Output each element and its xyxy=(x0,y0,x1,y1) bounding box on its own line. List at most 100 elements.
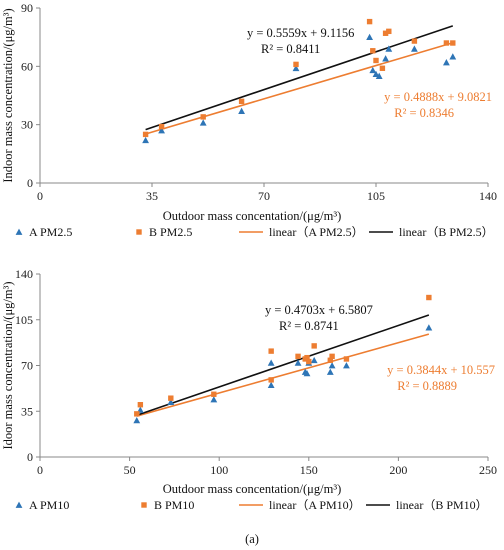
point-a xyxy=(425,324,433,331)
x-tick-label: 140 xyxy=(479,189,497,203)
point-b xyxy=(327,357,334,363)
point-b xyxy=(411,38,418,44)
point-a xyxy=(449,53,457,60)
point-a xyxy=(199,119,207,126)
legend-marker-b xyxy=(141,502,147,508)
point-a xyxy=(142,136,149,144)
x-tick-label: 0 xyxy=(37,463,43,477)
legend-marker-a xyxy=(15,501,23,508)
trend-equation: y = 0.4888x + 9.0821 xyxy=(384,90,492,104)
point-a xyxy=(372,70,380,78)
point-a xyxy=(158,127,165,134)
trend-r2: R² = 0.8889 xyxy=(397,379,457,393)
trend-equation: y = 0.5559x + 9.1156 xyxy=(247,26,354,40)
legend-label: linear（B PM2.5） xyxy=(399,225,494,239)
point-b xyxy=(304,354,310,361)
point-a xyxy=(326,368,334,375)
x-tick-label: 150 xyxy=(300,463,318,477)
trendline-b xyxy=(145,25,454,131)
x-axis-label: Outdoor mass concentation/(μg/m³) xyxy=(163,482,341,496)
point-a xyxy=(303,369,311,377)
legend-label: linear（A PM10） xyxy=(269,498,361,512)
point-b xyxy=(268,348,274,354)
legend: A PM2.5 B PM2.5 linear（A PM2.5） linear（B PM… xyxy=(15,225,494,239)
trend-equation: y = 0.4703x + 6.5807 xyxy=(265,303,373,317)
y-tick-label: 90 xyxy=(21,1,33,15)
point-b xyxy=(142,131,149,138)
y-tick-label: 70 xyxy=(21,359,33,373)
legend-label: linear（B PM10） xyxy=(396,498,488,512)
x-tick-label: 100 xyxy=(210,463,228,477)
point-a xyxy=(443,59,450,66)
point-b xyxy=(200,114,206,120)
point-b xyxy=(158,123,165,130)
point-b xyxy=(168,395,174,401)
x-tick-label: 250 xyxy=(479,463,497,477)
trend-equation: y = 0.3844x + 10.557 xyxy=(387,363,495,377)
x-tick-label: 0 xyxy=(37,189,43,203)
y-axis-label: Idoor mass concentration/(μg/m³) xyxy=(1,281,15,449)
trendline-b xyxy=(136,314,430,416)
point-a xyxy=(292,64,300,72)
point-b xyxy=(134,411,140,417)
point-b xyxy=(386,28,392,35)
legend-label: linear（A PM2.5） xyxy=(269,225,364,239)
point-b xyxy=(343,356,350,362)
point-b xyxy=(443,40,450,46)
trend-r2: R² = 0.8346 xyxy=(394,106,454,120)
point-b xyxy=(426,294,432,301)
y-tick-label: 0 xyxy=(27,450,33,464)
point-b xyxy=(306,358,312,365)
y-tick-label: 105 xyxy=(15,313,33,327)
x-axis-label: Outdoor mass concentation/(μg/m³) xyxy=(163,209,341,223)
point-a xyxy=(267,381,275,388)
legend-marker-b xyxy=(136,229,142,235)
legend-label: A PM10 xyxy=(29,498,69,512)
x-tick-label: 35 xyxy=(146,189,158,203)
legend-label: A PM2.5 xyxy=(29,225,72,239)
legend-marker-a xyxy=(15,228,23,235)
point-a xyxy=(375,72,383,79)
point-b xyxy=(379,65,386,71)
chart-1: 0 35 70 105 140 0 30 60 90 Outdoor mass concentat… xyxy=(1,1,497,239)
point-b xyxy=(295,353,301,360)
point-a xyxy=(238,107,245,114)
point-b xyxy=(366,18,373,25)
point-b xyxy=(211,391,217,397)
point-a xyxy=(310,356,318,364)
x-tick-label: 105 xyxy=(367,189,385,203)
point-a xyxy=(369,66,377,74)
point-a xyxy=(294,359,302,366)
y-axis-label: Indoor mass concentration/(μg/m³) xyxy=(1,8,15,182)
point-a xyxy=(385,45,393,52)
point-a xyxy=(382,55,389,62)
point-a xyxy=(267,359,275,366)
point-b xyxy=(238,98,245,105)
point-b xyxy=(370,48,376,54)
y-tick-label: 140 xyxy=(15,267,33,281)
point-a xyxy=(366,33,373,41)
point-a xyxy=(133,417,141,424)
legend-label: B PM10 xyxy=(154,498,194,512)
point-b xyxy=(382,30,389,36)
point-b xyxy=(311,343,317,349)
point-b xyxy=(329,353,335,360)
point-a xyxy=(328,362,336,369)
point-a xyxy=(167,398,175,405)
x-tick-label: 70 xyxy=(258,189,270,203)
trendline-a xyxy=(136,333,430,417)
legend-label: B PM2.5 xyxy=(149,225,192,239)
x-tick-label: 200 xyxy=(389,463,407,477)
point-b xyxy=(373,57,379,64)
legend: A PM10 B PM10 linear（A PM10） linear（B PM10） xyxy=(15,498,488,512)
trendline-a xyxy=(145,41,454,135)
figure-label: (a) xyxy=(245,532,259,546)
trend-r2: R² = 0.8741 xyxy=(279,319,339,333)
point-a xyxy=(411,45,418,52)
point-b xyxy=(293,61,299,68)
trend-r2: R² = 0.8411 xyxy=(261,42,320,56)
y-tick-label: 60 xyxy=(21,59,33,73)
chart-2: 0 50 100 150 200 250 0 35 70 105 140 Outdoor mass c… xyxy=(1,267,497,512)
point-b xyxy=(450,40,456,46)
